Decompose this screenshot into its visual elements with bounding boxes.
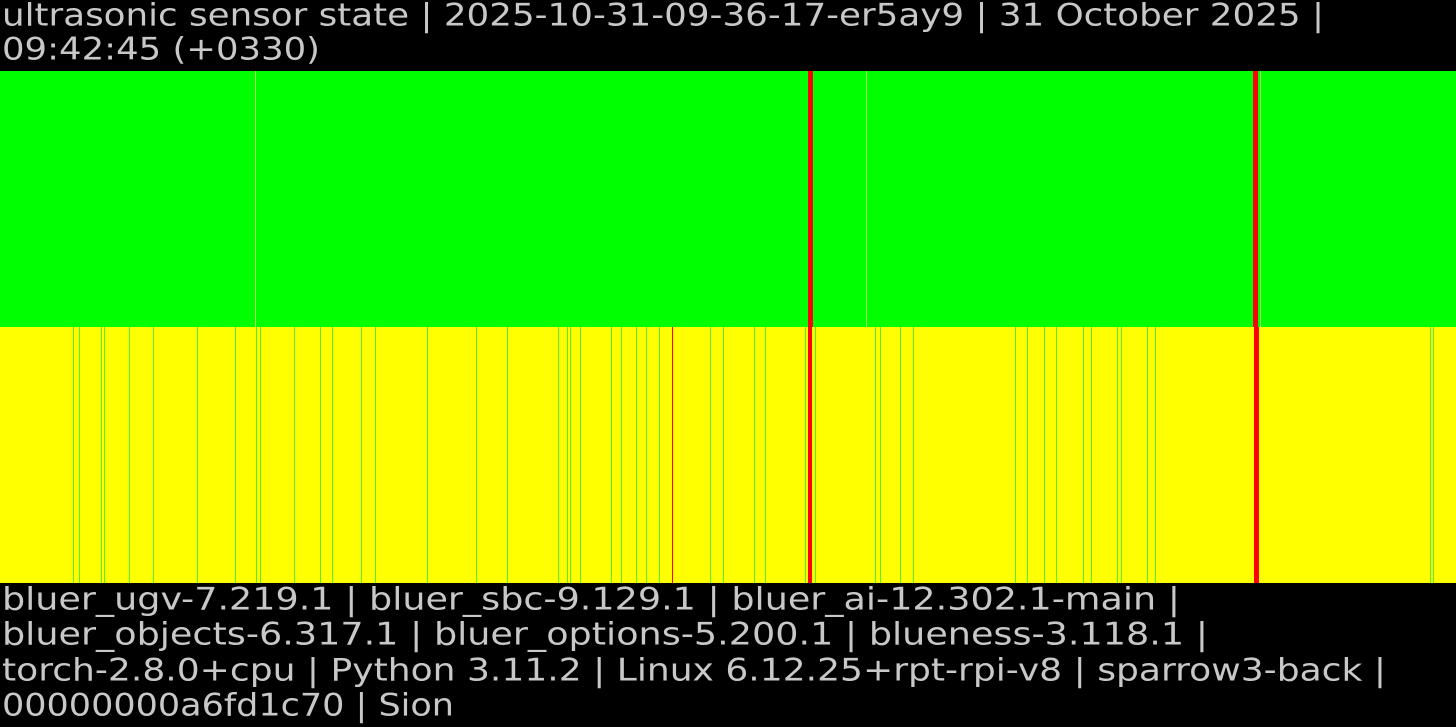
stripe [636, 327, 637, 583]
stripe [361, 327, 362, 583]
stripe [611, 327, 612, 583]
stripe [723, 327, 724, 583]
stripe [808, 71, 813, 327]
stripe [1430, 327, 1431, 583]
stripe [805, 327, 806, 583]
stripe [101, 327, 102, 583]
stripe [260, 327, 261, 583]
stripe [332, 327, 333, 583]
stripe [129, 327, 130, 583]
stripe [1253, 71, 1258, 327]
stripe [880, 327, 881, 583]
stripe [765, 327, 766, 583]
stripes [73, 71, 1434, 583]
sensor-band-bottom [0, 327, 1456, 583]
stripe [104, 327, 105, 583]
stripe [558, 327, 559, 583]
stripe [567, 327, 568, 583]
footer-line: 00000000a6fd1c70 | Sion [2, 688, 454, 724]
stripe [659, 327, 660, 583]
footer-line: bluer_objects-6.317.1 | bluer_options-5.… [2, 617, 1208, 653]
stripe [808, 327, 812, 583]
stripe [1121, 327, 1122, 583]
stripe [815, 327, 816, 583]
stripe [375, 327, 376, 583]
stripe [73, 327, 74, 583]
stripe [621, 327, 622, 583]
stripe [646, 327, 647, 583]
stripe [1433, 327, 1434, 583]
stripe [580, 327, 581, 583]
stripe [754, 327, 755, 583]
stripe [900, 327, 901, 583]
stripe [197, 327, 198, 583]
stripe [913, 327, 914, 583]
stripe [1254, 327, 1259, 583]
stripe [1056, 327, 1057, 583]
stripe [1147, 327, 1148, 583]
header-line: 09:42:45 (+0330) [2, 32, 320, 68]
stripe [476, 327, 477, 583]
stripe [255, 71, 256, 327]
stripe [507, 327, 508, 583]
stripe [256, 327, 257, 583]
stripe [320, 327, 321, 583]
stripe [866, 71, 867, 327]
stripe [235, 327, 236, 583]
stripe [153, 327, 154, 583]
stripe [875, 327, 876, 583]
stripe [79, 327, 80, 583]
stripe [710, 327, 711, 583]
stripe [672, 327, 673, 583]
stripe [1091, 327, 1092, 583]
stripe [1015, 327, 1016, 583]
stripe [1260, 71, 1261, 327]
stripe [1155, 327, 1156, 583]
footer-line: torch-2.8.0+cpu | Python 3.11.2 | Linux … [2, 653, 1386, 689]
stripe [1083, 327, 1084, 583]
stripe [294, 327, 295, 583]
footer-line: bluer_ugv-7.219.1 | bluer_sbc-9.129.1 | … [2, 582, 1180, 618]
stripe [1027, 327, 1028, 583]
stripe [1044, 327, 1045, 583]
stripe [427, 327, 428, 583]
sensor-band-top [0, 71, 1456, 327]
stripe [1117, 327, 1118, 583]
header-line: ultrasonic sensor state | 2025-10-31-09-… [2, 0, 1324, 34]
stripe [570, 327, 571, 583]
